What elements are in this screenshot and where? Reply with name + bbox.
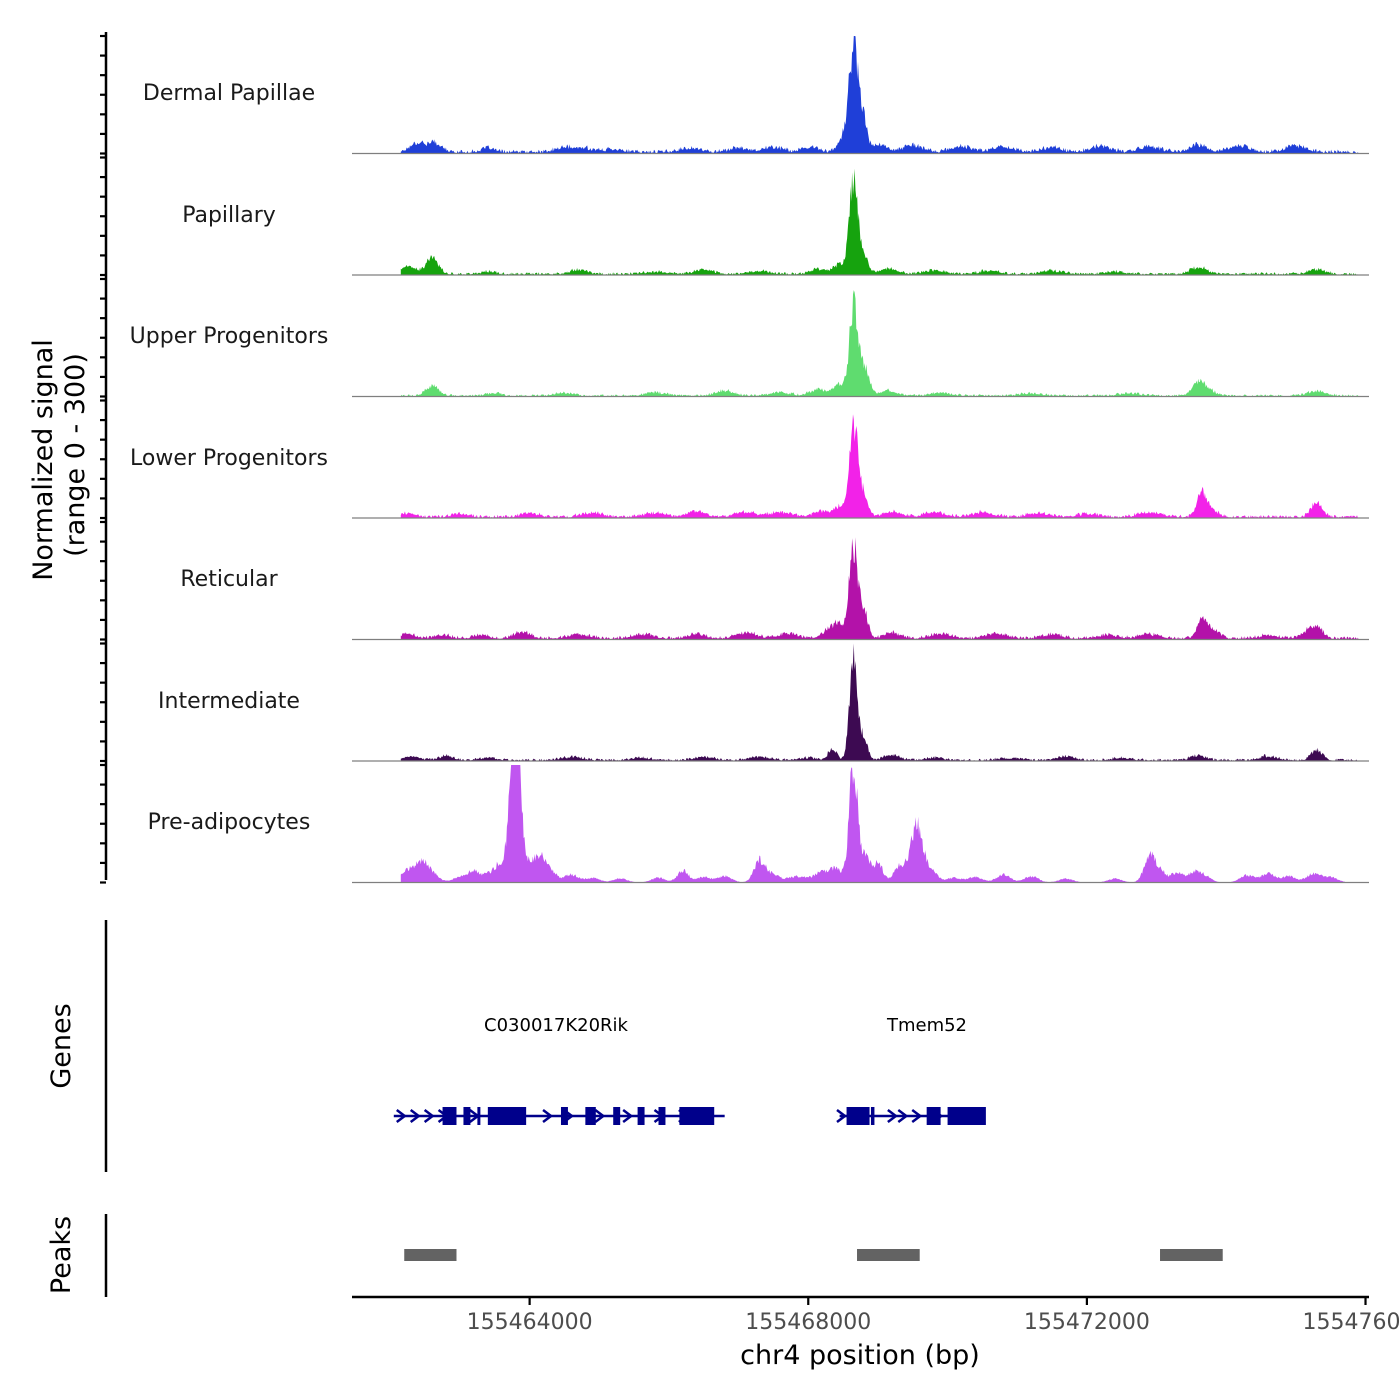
exon-tmem52-1	[870, 1107, 875, 1125]
coverage-area-intermediate	[400, 643, 1359, 761]
exon-c030017k20rik-5	[585, 1107, 596, 1125]
exon-tmem52-3	[947, 1107, 986, 1125]
peak-region-0	[404, 1249, 457, 1261]
gene-label-c030017k20rik: C030017K20Rik	[484, 1015, 628, 1036]
coverage-area-upper-progenitors	[400, 290, 1359, 397]
coverage-tracks	[400, 36, 1359, 883]
strand-arrow-c030017k20rik-8	[594, 1109, 606, 1123]
x-tick-label-0: 155464000	[467, 1310, 593, 1335]
exon-c030017k20rik-2	[477, 1107, 481, 1125]
coverage-area-dermal-papillae	[400, 36, 1359, 154]
track-label-upper-progenitors: Upper Progenitors	[130, 324, 329, 349]
gene-label-tmem52: Tmem52	[886, 1015, 967, 1036]
x-axis-ticks: 155464000 155468000 155472000 155476000	[467, 1297, 1400, 1335]
peak-regions	[404, 1249, 1223, 1261]
exon-c030017k20rik-6	[613, 1107, 621, 1125]
genes-panel-title: Genes	[46, 1003, 77, 1088]
gene-c030017k20rik	[393, 1107, 725, 1125]
strand-arrow-tmem52-1	[887, 1109, 898, 1123]
peaks-panel-title: Peaks	[46, 1216, 77, 1294]
track-label-lower-progenitors: Lower Progenitors	[130, 446, 328, 471]
peak-region-1	[857, 1249, 920, 1261]
exon-c030017k20rik-4	[560, 1107, 568, 1125]
gene-models	[393, 1107, 986, 1125]
track-label-papillary: Papillary	[182, 203, 276, 228]
track-baselines	[352, 152, 1369, 884]
strand-arrow-tmem52-3	[911, 1109, 923, 1123]
exon-c030017k20rik-9	[679, 1107, 715, 1125]
x-tick-label-1: 155468000	[745, 1310, 871, 1335]
strand-arrow-tmem52-0	[836, 1109, 848, 1123]
strand-arrow-c030017k20rik-0	[396, 1109, 407, 1123]
exon-tmem52-2	[926, 1107, 941, 1125]
exon-c030017k20rik-3	[487, 1107, 527, 1125]
x-tick-label-2: 155472000	[1024, 1310, 1150, 1335]
peak-region-2	[1160, 1249, 1223, 1261]
coverage-area-papillary	[400, 168, 1359, 275]
track-label-intermediate: Intermediate	[158, 689, 300, 714]
y-axis-title: Normalized signal	[28, 339, 59, 581]
strand-arrow-c030017k20rik-2	[423, 1109, 435, 1123]
exon-tmem52-0	[846, 1107, 870, 1125]
coverage-area-reticular	[400, 537, 1359, 640]
strand-arrow-c030017k20rik-6	[542, 1109, 554, 1123]
exon-c030017k20rik-8	[658, 1107, 666, 1125]
x-tick-label-3: 155476000	[1303, 1310, 1400, 1335]
coverage-area-lower-progenitors	[400, 414, 1359, 518]
strand-arrow-tmem52-2	[897, 1109, 909, 1123]
strand-arrow-c030017k20rik-9	[622, 1109, 634, 1123]
x-axis-title: chr4 position (bp)	[740, 1340, 980, 1371]
coverage-area-pre-adipocytes	[400, 765, 1359, 883]
y-axis-subtitle: (range 0 - 300)	[60, 353, 91, 557]
exon-c030017k20rik-1	[463, 1107, 471, 1125]
gene-tmem52	[836, 1107, 986, 1125]
track-label-pre-adipocytes: Pre-adipocytes	[148, 810, 311, 835]
track-label-reticular: Reticular	[180, 567, 278, 592]
strand-arrow-c030017k20rik-1	[409, 1109, 421, 1123]
exon-c030017k20rik-0	[442, 1107, 457, 1125]
exon-c030017k20rik-7	[637, 1107, 645, 1125]
track-label-dermal-papillae: Dermal Papillae	[143, 81, 315, 106]
signal-axis-ticks	[100, 34, 106, 884]
